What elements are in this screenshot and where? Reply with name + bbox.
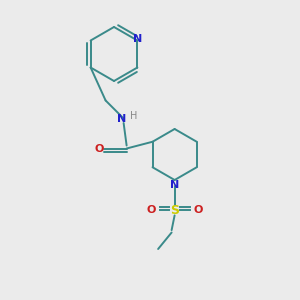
Text: H: H (130, 110, 138, 121)
Text: N: N (118, 113, 127, 124)
Text: O: O (193, 205, 202, 215)
Text: N: N (170, 180, 179, 190)
Text: O: O (95, 143, 104, 154)
Text: N: N (134, 34, 142, 44)
Text: O: O (147, 205, 156, 215)
Text: S: S (170, 203, 179, 217)
